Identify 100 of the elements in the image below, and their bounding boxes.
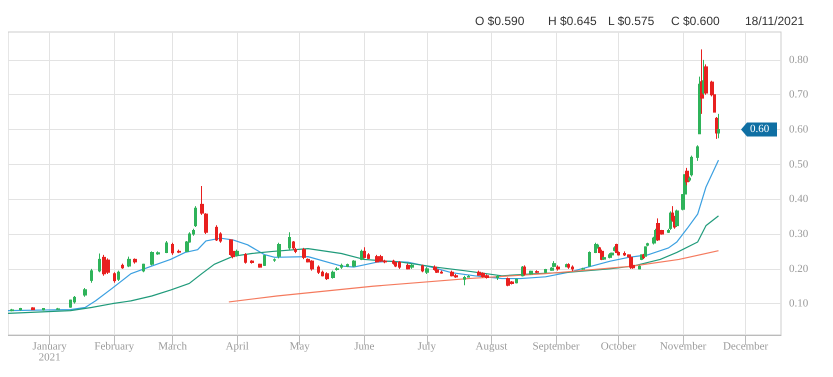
candlestick [117,270,120,282]
candlestick [194,206,197,228]
candlestick [477,270,481,276]
text: L $0.575 [608,14,655,28]
candlestick [608,252,612,259]
x-tick-label: September [532,340,580,352]
x-tick-label: January 2021 [32,340,68,364]
candlestick [644,246,647,258]
candlestick [171,242,174,256]
candlestick [106,258,110,275]
candlestick [638,264,641,270]
candlestick [485,274,489,280]
y-tick-label: 0.30 [789,228,809,240]
candlestick [675,209,679,228]
candlestick [394,261,397,268]
y-tick-label: 0.80 [789,54,809,66]
candlestick [510,280,514,285]
candlestick [142,263,145,273]
candlestick [42,308,45,312]
candlestick [165,240,168,254]
candlestick [346,263,349,268]
candlestick [450,270,454,277]
candlestick [335,266,339,272]
candlestick [352,260,356,268]
text: H $0.645 [548,14,598,28]
candlestick [363,246,366,259]
candlestick [515,278,518,284]
candlestick [535,270,539,274]
x-tick-label: February [94,340,135,352]
candlestick [244,252,247,264]
x-tick-label: October [600,340,637,352]
candlestick [496,274,499,280]
candlestick [102,254,106,276]
candlestick [660,229,664,236]
candlestick [696,144,699,162]
candlestick [56,307,60,310]
candlestick [90,268,93,284]
candlestick [379,254,383,262]
candlestick [215,224,218,242]
candlestick [98,253,101,273]
candlestick [121,263,124,270]
text: O $0.590 [475,14,525,28]
x-tick-label: April [226,340,249,352]
candlestick [481,272,485,278]
candlestick [594,242,597,254]
candlestick [463,275,466,286]
candlestick [288,232,291,250]
candlestick [277,242,281,259]
candlestick [698,76,701,135]
candlestick [392,259,395,266]
candlestick [302,247,306,260]
candlestick [113,272,116,284]
y-tick-label: 0.20 [789,262,809,275]
x-tick-label: March [158,340,188,352]
x-tick-label: December [722,340,769,352]
candlestick [235,249,239,258]
candlestick [156,250,160,256]
candlestick [506,277,510,287]
candlestick [383,259,387,264]
candlestick [83,287,87,298]
candlestick [133,258,137,264]
candlestick [556,264,560,272]
candlestick [19,307,22,312]
candlestick [127,256,131,268]
candlestick [325,272,329,280]
candlestick [263,254,266,267]
candlestick [685,167,689,186]
text: C $0.600 [671,14,720,28]
candlestick [177,249,181,254]
x-tick-label: June [354,340,374,352]
candlestick [435,268,439,274]
candlestick [73,295,76,304]
candlestick [688,176,691,182]
x-tick-label: November [660,340,707,352]
candlestick [717,113,720,139]
y-tick-label: 0.40 [789,193,809,206]
y-tick-label: 0.50 [789,158,809,170]
candlestick [421,264,424,273]
line-series [8,215,720,314]
candlestick [150,250,154,266]
candlestick [571,264,574,272]
candlestick [715,116,718,140]
candlestick [596,243,599,250]
candlestick [292,240,295,250]
candlestick [10,308,14,312]
candlestick [406,263,410,270]
candlestick [273,258,276,262]
text: 18/11/2021 [745,14,804,28]
line-series [228,250,720,303]
candlestick [250,260,254,264]
candlestick [602,256,606,260]
candlestick [433,264,437,272]
annotation: 0.60 [750,123,770,136]
x-tick-label: May [290,340,310,352]
candlestick [544,268,547,274]
candlestick [690,155,693,178]
candlestick [31,306,35,310]
y-tick-label: 0.10 [789,298,809,310]
candlestick [310,260,314,272]
candlestick [410,263,414,270]
